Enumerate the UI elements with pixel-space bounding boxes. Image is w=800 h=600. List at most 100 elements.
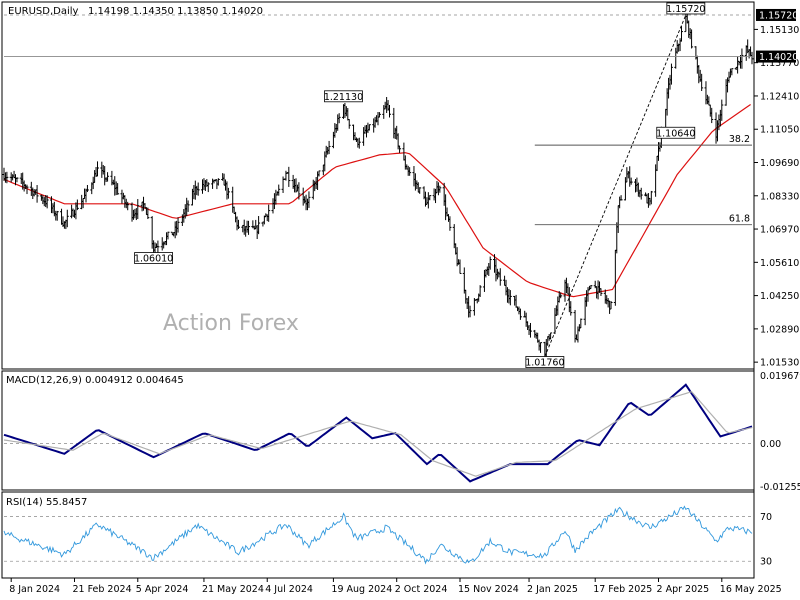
price-bar [216, 178, 220, 186]
price-bar [680, 26, 684, 42]
price-bar [730, 68, 734, 76]
price-bar [226, 187, 230, 199]
macd-signal-line [3, 391, 753, 477]
price-bar [599, 288, 603, 296]
price-bar [579, 318, 583, 329]
price-bar [126, 201, 130, 211]
price-bar [196, 182, 200, 196]
price-bar [377, 112, 381, 118]
date-axis-label: 17 Feb 2025 [593, 584, 652, 595]
swing-label: 1.01760 [525, 356, 565, 369]
price-bar [75, 199, 79, 211]
price-bar [613, 249, 617, 306]
swing-label-box [666, 2, 706, 15]
price-bar [408, 167, 412, 176]
price-bar [65, 209, 69, 228]
price-bar [448, 216, 452, 231]
price-bar [307, 191, 311, 208]
price-bar [35, 185, 39, 203]
price-axis-label: 1.02890 [760, 324, 799, 335]
price-bar [206, 182, 210, 193]
price-bar [136, 199, 140, 220]
moving-average-line [3, 104, 751, 298]
price-axis-label: 1.11050 [760, 125, 799, 136]
price-bar [750, 51, 754, 65]
fib-level-label: 61.8 [729, 214, 750, 225]
price-bar [85, 184, 89, 193]
date-axis-label: 2 Oct 2024 [395, 584, 448, 595]
swing-label-text: 1.01760 [525, 358, 564, 369]
price-bar [478, 285, 482, 297]
price-bar [287, 166, 291, 187]
swing-label: 1.15720 [666, 2, 706, 15]
macd-title: MACD(12,26,9) 0.004912 0.004645 [6, 375, 184, 386]
swing-label-text: 1.06010 [134, 254, 173, 265]
price-bar [96, 161, 99, 177]
date-axis-label: 21 Feb 2024 [72, 584, 131, 595]
price-bar [277, 184, 281, 196]
macd-line [3, 383, 753, 483]
date-axis-label: 16 May 2025 [720, 584, 782, 595]
price-bar [669, 63, 673, 85]
price-bar [559, 292, 563, 299]
price-bar [528, 322, 532, 338]
price-highlight-label: 1.15720 [759, 10, 798, 21]
price-bar [458, 259, 462, 274]
price-bar [518, 308, 522, 320]
price-bar [649, 190, 653, 205]
price-bar [569, 301, 573, 316]
price-bar [462, 267, 466, 294]
fib-retracement-line [544, 14, 687, 357]
price-bar [236, 219, 240, 229]
price-bar [45, 195, 49, 209]
price-bar [508, 290, 512, 306]
price-bar [690, 29, 694, 49]
price-bar [619, 195, 623, 201]
price-highlight: 1.14020 [756, 50, 798, 63]
price-bar [267, 204, 271, 222]
price-bar [589, 284, 593, 290]
watermark: Action Forex [163, 311, 299, 336]
price-bar [720, 99, 724, 121]
price-bar [468, 305, 472, 318]
macd-axis-label: -0.012552 [760, 482, 800, 493]
swing-label-text: 1.15720 [666, 4, 705, 15]
fib-level-label: 38.2 [729, 134, 750, 145]
price-bar [639, 187, 643, 200]
price-axis-label: 1.15130 [760, 25, 799, 36]
price-bar [25, 184, 29, 195]
date-axis-label: 19 Aug 2024 [331, 584, 392, 595]
price-bar [116, 183, 120, 195]
swing-label-box [134, 252, 174, 264]
price-bar [5, 171, 9, 184]
price-bar [146, 207, 150, 220]
price-bar [297, 182, 301, 200]
macd-axis-label: 0.00 [760, 439, 781, 450]
date-axis-label: 2 Jan 2025 [527, 584, 578, 595]
date-axis-label: 21 May 2024 [202, 584, 264, 595]
price-bar [549, 332, 553, 340]
price-axis-label: 1.12410 [760, 91, 799, 102]
price-bar [700, 73, 704, 91]
swing-label-text: 1.10640 [656, 128, 695, 139]
price-ohlc: 1.14198 1.14350 1.13850 1.14020 [88, 6, 263, 17]
swing-label: 1.06010 [134, 252, 174, 265]
price-bar [418, 187, 422, 194]
price-bar [337, 113, 341, 124]
price-axis-label: 1.08330 [760, 191, 799, 202]
price-highlight-box [756, 50, 796, 63]
price-bar [428, 195, 432, 201]
swing-label-box [656, 126, 696, 139]
price-highlight: 1.15720 [756, 8, 798, 21]
swing-label: 1.10640 [656, 126, 696, 139]
price-axis-label: 1.13770 [760, 58, 799, 69]
price-bar [609, 301, 613, 310]
price-axis-label: 1.04250 [760, 291, 799, 302]
price-bar [498, 268, 502, 286]
price-bar [398, 145, 402, 153]
date-axis-label: 15 Nov 2024 [458, 584, 519, 595]
date-axis-label: 2 Apr 2025 [657, 584, 710, 595]
rsi-line [3, 505, 753, 565]
price-bar [629, 177, 633, 185]
